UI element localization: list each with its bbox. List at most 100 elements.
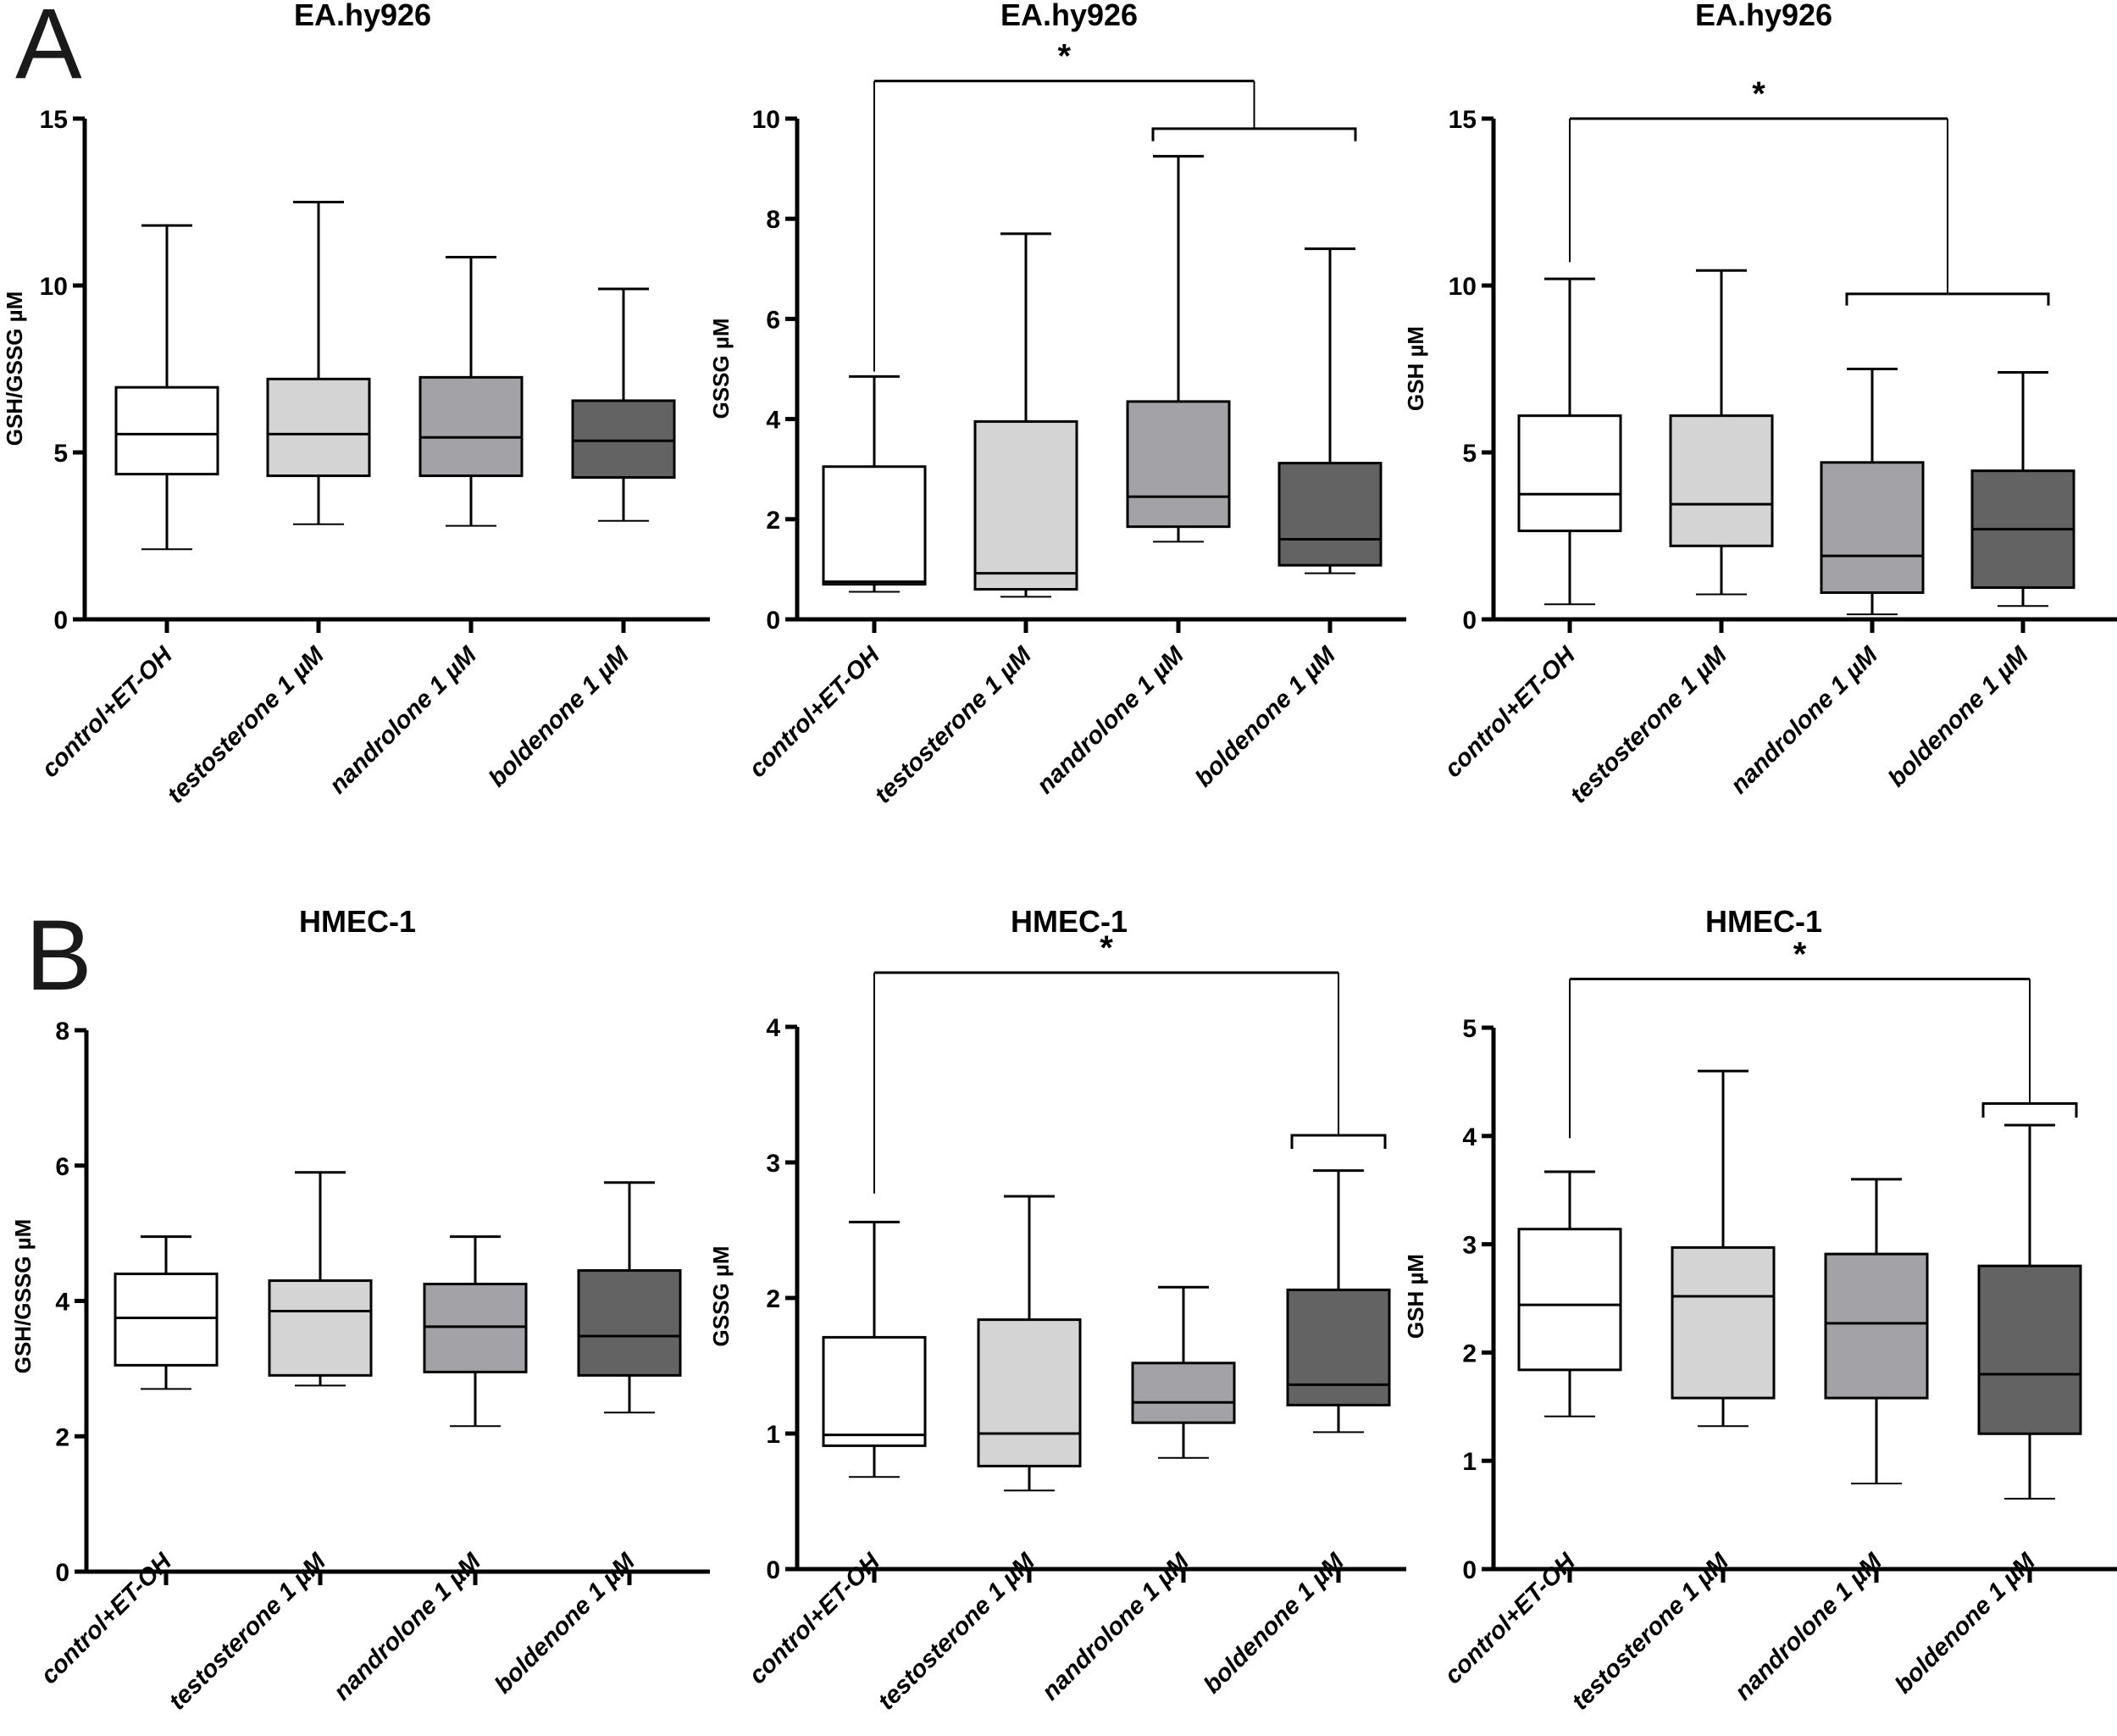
iqr-box (1517, 1228, 1622, 1372)
significance-star: * (1057, 38, 1071, 75)
panel-letter-b: B (25, 900, 92, 1012)
box-3: nandrolone 1 µM (324, 256, 524, 800)
box-2: testosterone 1 µM (1567, 1069, 1776, 1716)
iqr-box (973, 420, 1078, 591)
y-tick-label: 0 (766, 607, 780, 635)
y-tick-label: 15 (40, 106, 68, 134)
y-tick-label: 3 (1462, 1232, 1477, 1260)
y-tick-label: 5 (1462, 440, 1477, 468)
y-tick-label: 5 (1462, 1015, 1477, 1043)
x-category-label: testosterone 1 µM (1567, 1548, 1735, 1716)
x-category-label: nandrolone 1 µM (324, 641, 483, 800)
y-tick-label: 0 (53, 607, 68, 635)
y-tick-label: 6 (55, 1153, 69, 1181)
iqr-box (266, 377, 371, 478)
iqr-box (418, 375, 524, 478)
box-1: control+ET-OH (36, 224, 219, 783)
x-category-label: boldenone 1 µM (484, 641, 635, 793)
iqr-box (977, 1318, 1082, 1467)
iqr-box (1824, 1252, 1929, 1400)
x-category-label: nandrolone 1 µM (1730, 1548, 1888, 1706)
significance-star: * (1100, 929, 1113, 967)
y-axis-label: GSH µM (1403, 1254, 1428, 1339)
box-1: control+ET-OH (1439, 277, 1622, 783)
x-category-label: control+ET-OH (36, 641, 178, 783)
y-tick-label: 10 (752, 106, 780, 134)
iqr-box (1820, 461, 1925, 594)
iqr-box (1126, 400, 1231, 529)
significance-star: * (1793, 935, 1807, 973)
y-tick-label: 0 (1462, 607, 1477, 635)
x-category-label: testosterone 1 µM (870, 641, 1038, 809)
y-axis-label: GSH/GSSG µM (10, 1219, 36, 1374)
y-tick-label: 4 (766, 407, 780, 435)
iqr-box (1669, 414, 1774, 547)
x-category-label: nandrolone 1 µM (1726, 641, 1884, 800)
group-bracket (1845, 292, 2050, 306)
panel-letter-a: A (15, 0, 82, 100)
y-tick-label: 2 (766, 1285, 780, 1313)
iqr-box (822, 1335, 927, 1447)
x-category-label: nandrolone 1 µM (1032, 641, 1190, 800)
y-tick-label: 0 (1462, 1556, 1477, 1584)
iqr-box (1671, 1245, 1776, 1400)
iqr-box (114, 1273, 219, 1367)
y-axis-label: GSSG µM (708, 319, 734, 419)
chart-panel-3: EA.hy926 GSH µM 0 5 10 15 control+ET-OHtestost… (1403, 0, 2117, 809)
iqr-box (822, 465, 927, 586)
box-2: testosterone 1 µM (164, 1171, 373, 1716)
y-tick-label: 10 (1449, 273, 1477, 301)
iqr-box (423, 1283, 528, 1373)
chart-title: EA.hy926 (1000, 0, 1138, 32)
significance-bracket: * (1569, 75, 2050, 306)
box-2: testosterone 1 µM (163, 201, 371, 809)
y-tick-label: 4 (1462, 1123, 1477, 1151)
iqr-box (268, 1279, 373, 1377)
box-2: testosterone 1 µM (1566, 269, 1774, 809)
y-tick-label: 3 (766, 1150, 780, 1178)
y-tick-label: 10 (40, 273, 68, 301)
x-category-label: boldenone 1 µM (1190, 641, 1342, 793)
box-4: boldenone 1 µM (1199, 1169, 1391, 1699)
box-4: boldenone 1 µM (1890, 1123, 2082, 1699)
iqr-box (1286, 1288, 1391, 1406)
x-category-label: testosterone 1 µM (1566, 641, 1733, 809)
box-1: control+ET-OH (744, 374, 927, 783)
y-axis-label: GSH µM (1403, 326, 1428, 411)
iqr-box (571, 399, 676, 480)
y-axis-label: GSSG µM (708, 1246, 734, 1347)
significance-bracket: * (873, 38, 1357, 372)
box-2: testosterone 1 µM (873, 1195, 1082, 1716)
y-tick-label: 4 (55, 1289, 69, 1317)
group-bracket (1290, 1134, 1387, 1149)
y-tick-label: 15 (1449, 106, 1477, 134)
y-tick-label: 1 (1462, 1448, 1477, 1476)
y-axis-label: GSH/GSSG µM (2, 291, 27, 446)
chart-title: EA.hy926 (1695, 0, 1832, 32)
iqr-box (1517, 414, 1622, 533)
y-tick-label: 8 (55, 1018, 69, 1045)
significance-bracket: * (873, 929, 1387, 1194)
significance-star: * (1752, 75, 1765, 113)
significance-bracket: * (1569, 935, 2078, 1139)
group-bracket (1981, 1101, 2078, 1118)
x-category-label: control+ET-OH (744, 641, 885, 783)
iqr-box (1977, 1264, 2082, 1435)
x-category-label: control+ET-OH (1439, 641, 1581, 783)
x-category-label: nandrolone 1 µM (1037, 1548, 1195, 1706)
iqr-box (1277, 462, 1383, 567)
y-tick-label: 5 (53, 440, 68, 468)
y-tick-label: 4 (766, 1014, 780, 1042)
y-tick-label: 6 (766, 306, 780, 334)
y-tick-label: 0 (766, 1556, 780, 1584)
iqr-box (1131, 1362, 1236, 1424)
y-tick-label: 2 (1462, 1339, 1477, 1367)
y-tick-label: 2 (766, 507, 780, 535)
y-tick-label: 8 (766, 206, 780, 234)
iqr-box (577, 1269, 682, 1377)
box-4: boldenone 1 µM (490, 1181, 682, 1699)
